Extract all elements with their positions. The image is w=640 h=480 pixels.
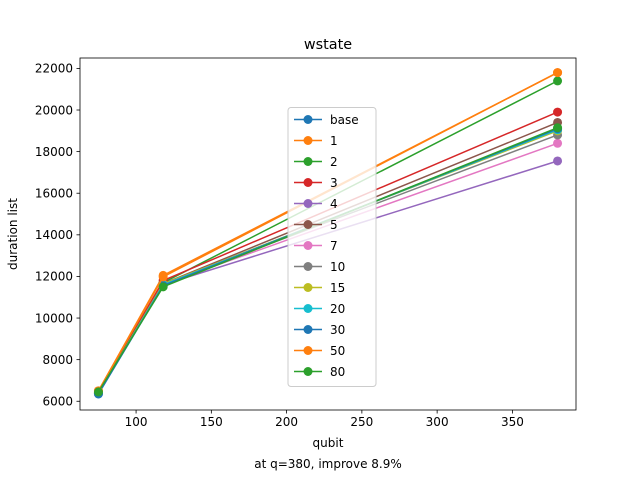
legend-label: 3 xyxy=(330,176,338,190)
data-point xyxy=(553,68,563,78)
data-point xyxy=(553,123,563,133)
legend-label: 5 xyxy=(330,218,338,232)
legend-label: 20 xyxy=(330,302,345,316)
chart-title: wstate xyxy=(304,37,352,53)
legend: base 1 2 3 4 5 7 10 15 20 30 50 80 xyxy=(287,107,377,387)
data-point xyxy=(553,138,563,148)
legend-label: 30 xyxy=(330,323,345,337)
data-point xyxy=(158,282,168,292)
y-tick-label: 14000 xyxy=(35,228,73,242)
legend-marker xyxy=(303,325,313,334)
legend-label: 10 xyxy=(330,260,345,274)
legend-label: 2 xyxy=(330,155,338,169)
x-tick-label: 150 xyxy=(200,415,223,429)
data-point xyxy=(93,387,103,397)
data-point xyxy=(158,272,168,282)
x-tick-label: 300 xyxy=(426,415,449,429)
legend-marker xyxy=(303,136,313,145)
legend-marker xyxy=(303,199,313,208)
y-tick-label: 20000 xyxy=(35,103,73,117)
legend-label: 15 xyxy=(330,281,345,295)
plot-area: 100 150 200 250 300 3506000800010000120001400… xyxy=(35,57,577,429)
legend-label: 7 xyxy=(330,239,338,253)
legend-label: 50 xyxy=(330,344,345,358)
legend-box xyxy=(287,107,377,387)
y-tick-label: 16000 xyxy=(35,187,73,201)
legend-marker xyxy=(303,115,313,124)
legend-label: 80 xyxy=(330,365,345,379)
y-tick-label: 18000 xyxy=(35,145,73,159)
data-point xyxy=(553,156,563,166)
legend-label: 1 xyxy=(330,134,338,148)
legend-label: base xyxy=(330,113,359,127)
x-tick-label: 350 xyxy=(501,415,524,429)
legend-marker xyxy=(303,304,313,313)
y-tick-label: 8000 xyxy=(42,353,73,367)
legend-marker xyxy=(303,367,313,376)
y-tick-label: 10000 xyxy=(35,311,73,325)
legend-marker xyxy=(303,220,313,229)
legend-label: 4 xyxy=(330,197,338,211)
x-axis-label: qubit xyxy=(313,436,344,450)
chart-caption: at q=380, improve 8.9% xyxy=(254,457,402,471)
x-tick-label: 200 xyxy=(275,415,298,429)
data-point xyxy=(553,107,563,117)
axes-frame xyxy=(79,57,577,411)
y-tick-label: 12000 xyxy=(35,270,73,284)
legend-marker xyxy=(303,241,313,250)
legend-marker xyxy=(303,157,313,166)
y-tick-label: 6000 xyxy=(42,395,73,409)
legend-marker xyxy=(303,178,313,187)
legend-marker xyxy=(303,346,313,355)
legend-marker xyxy=(303,283,313,292)
x-tick-label: 250 xyxy=(350,415,373,429)
legend-marker xyxy=(303,262,313,271)
y-tick-label: 22000 xyxy=(35,62,73,76)
y-axis-label: duration list xyxy=(6,198,20,270)
x-tick-label: 100 xyxy=(125,415,148,429)
data-point xyxy=(553,76,563,86)
